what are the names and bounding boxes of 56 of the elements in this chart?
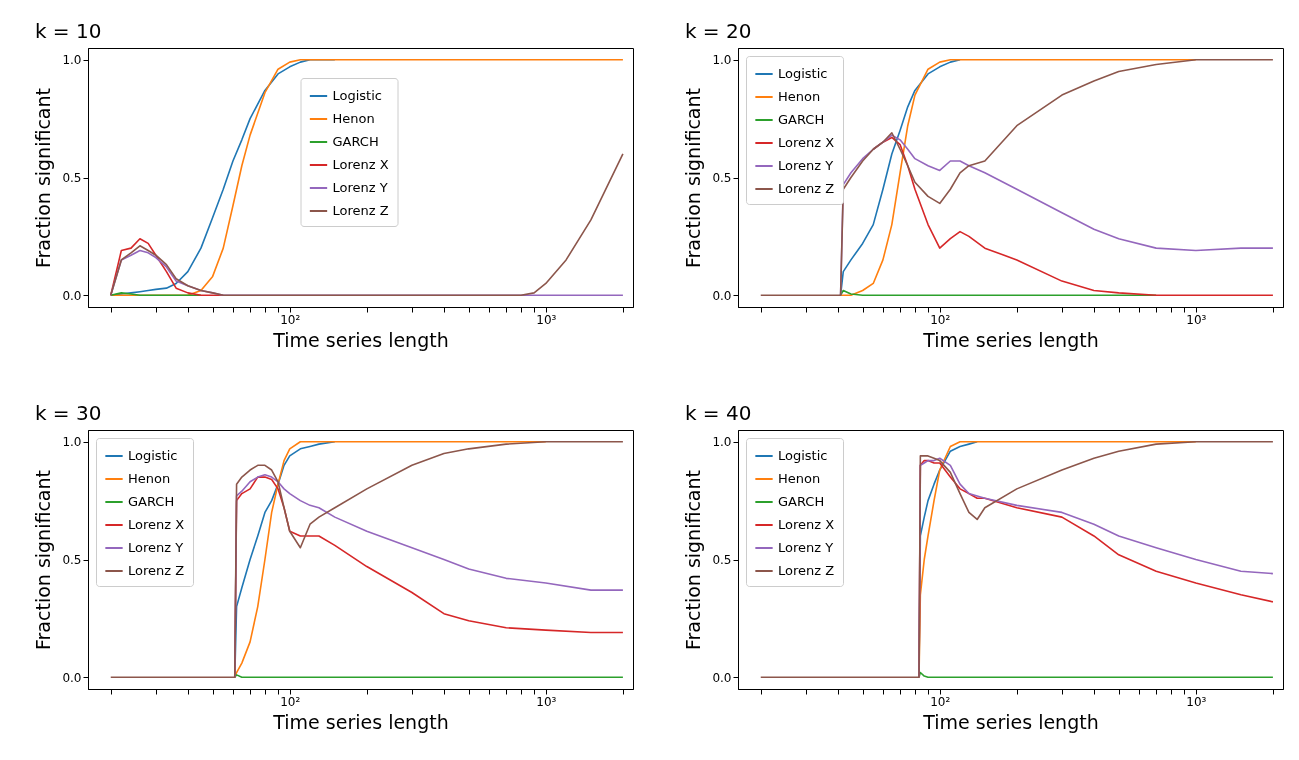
chart-title: k = 30 — [34, 401, 102, 425]
legend-label: Logistic — [778, 448, 828, 463]
chart-title: k = 20 — [684, 19, 752, 43]
legend-label: Lorenz Z — [778, 563, 835, 578]
legend-label: Lorenz Z — [332, 203, 389, 218]
legend-label: Lorenz Z — [128, 563, 185, 578]
y-tick-label: 0.0 — [712, 288, 732, 303]
y-axis-title: Fraction significant — [682, 470, 705, 650]
legend-label: Logistic — [128, 448, 178, 463]
y-tick-label: 1.0 — [62, 435, 82, 450]
y-tick-label: 0.5 — [712, 553, 732, 567]
x-axis-title: Time series length — [272, 328, 449, 351]
x-axis-title: Time series length — [272, 710, 449, 733]
x-tick-label: 10² — [280, 312, 301, 327]
y-tick-label: 0.0 — [712, 670, 732, 685]
legend-label: GARCH — [778, 112, 825, 127]
x-tick-label: 10³ — [1186, 312, 1207, 327]
y-axis-title: Fraction significant — [32, 88, 55, 268]
chart-title: k = 40 — [684, 401, 752, 425]
x-tick-label: 10² — [280, 694, 301, 709]
y-tick-label: 1.0 — [62, 53, 82, 68]
legend-label: Logistic — [332, 88, 382, 103]
y-axis-title: Fraction significant — [32, 470, 55, 650]
legend-label: Lorenz X — [778, 135, 835, 150]
legend-label: Logistic — [778, 66, 828, 81]
legend-label: Lorenz Y — [332, 180, 388, 195]
x-tick-label: 10³ — [536, 694, 557, 709]
legend-label: Henon — [332, 111, 375, 126]
legend-label: Lorenz X — [778, 517, 835, 532]
legend-label: Lorenz Z — [778, 181, 835, 196]
x-tick-label: 10³ — [536, 312, 557, 327]
x-tick-label: 10² — [930, 694, 951, 709]
y-axis-title: Fraction significant — [682, 88, 705, 268]
legend-label: GARCH — [128, 494, 175, 509]
y-tick-label: 0.5 — [62, 171, 82, 185]
x-axis-title: Time series length — [922, 328, 1099, 351]
y-tick-label: 0.0 — [62, 288, 82, 303]
legend-label: GARCH — [332, 134, 379, 149]
y-tick-label: 1.0 — [712, 53, 732, 68]
legend-label: Lorenz Y — [778, 158, 834, 173]
legend-label: Henon — [128, 471, 171, 486]
legend-label: GARCH — [778, 494, 825, 509]
legend-label: Lorenz X — [128, 517, 185, 532]
y-tick-label: 0.0 — [62, 670, 82, 685]
legend-label: Lorenz Y — [128, 540, 184, 555]
legend-label: Henon — [778, 471, 821, 486]
y-tick-label: 1.0 — [712, 435, 732, 450]
chart-title: k = 10 — [34, 19, 102, 43]
x-axis-title: Time series length — [922, 710, 1099, 733]
y-tick-label: 0.5 — [712, 171, 732, 185]
x-tick-label: 10³ — [1186, 694, 1207, 709]
legend-label: Lorenz Y — [778, 540, 834, 555]
x-tick-label: 10² — [930, 312, 951, 327]
y-tick-label: 0.5 — [62, 553, 82, 567]
legend-label: Lorenz X — [332, 157, 389, 172]
legend-label: Henon — [778, 89, 821, 104]
